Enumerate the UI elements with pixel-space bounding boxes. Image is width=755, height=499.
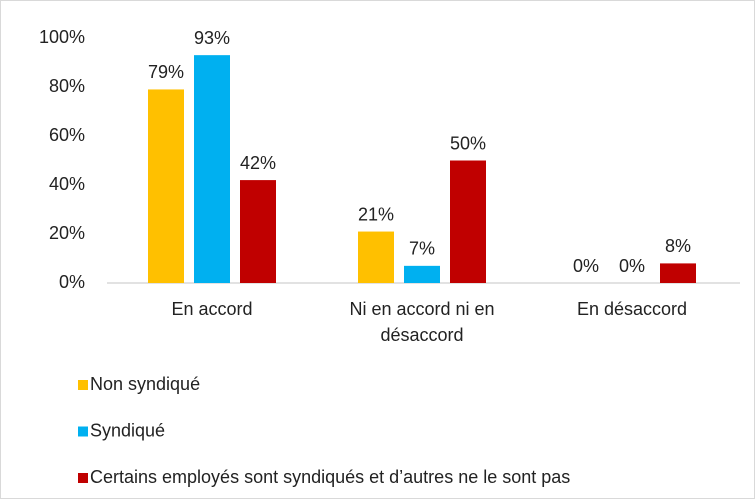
bar <box>148 89 184 283</box>
data-label: 42% <box>240 153 276 173</box>
data-label: 0% <box>573 256 599 276</box>
data-label: 79% <box>148 62 184 82</box>
data-label: 50% <box>450 133 486 153</box>
legend-label: Certains employés sont syndiqués et d’au… <box>90 467 570 487</box>
x-tick-label: Ni en accord ni en désaccord <box>349 299 495 345</box>
y-tick-label: 40% <box>49 174 85 194</box>
x-tick-label: En accord <box>171 299 253 319</box>
bar <box>358 231 394 283</box>
bar <box>660 263 696 283</box>
legend-swatch <box>78 473 88 483</box>
y-tick-label: 100% <box>39 27 85 47</box>
x-tick-label: En désaccord <box>576 299 688 319</box>
y-tick-label: 60% <box>49 125 85 145</box>
data-label: 21% <box>358 204 394 224</box>
data-label: 93% <box>194 28 230 48</box>
bar <box>240 180 276 283</box>
legend-label: Non syndiqué <box>90 374 200 394</box>
bar <box>194 55 230 284</box>
bar <box>450 160 486 283</box>
bar <box>404 265 440 283</box>
y-tick-label: 80% <box>49 76 85 96</box>
y-tick-label: 0% <box>59 272 85 292</box>
legend-swatch <box>78 426 88 437</box>
legend-swatch <box>78 380 88 390</box>
data-label: 0% <box>619 256 645 276</box>
y-tick-label: 20% <box>49 223 85 243</box>
data-label: 8% <box>665 236 691 256</box>
data-label: 7% <box>409 239 435 259</box>
legend-label: Syndiqué <box>90 420 165 440</box>
